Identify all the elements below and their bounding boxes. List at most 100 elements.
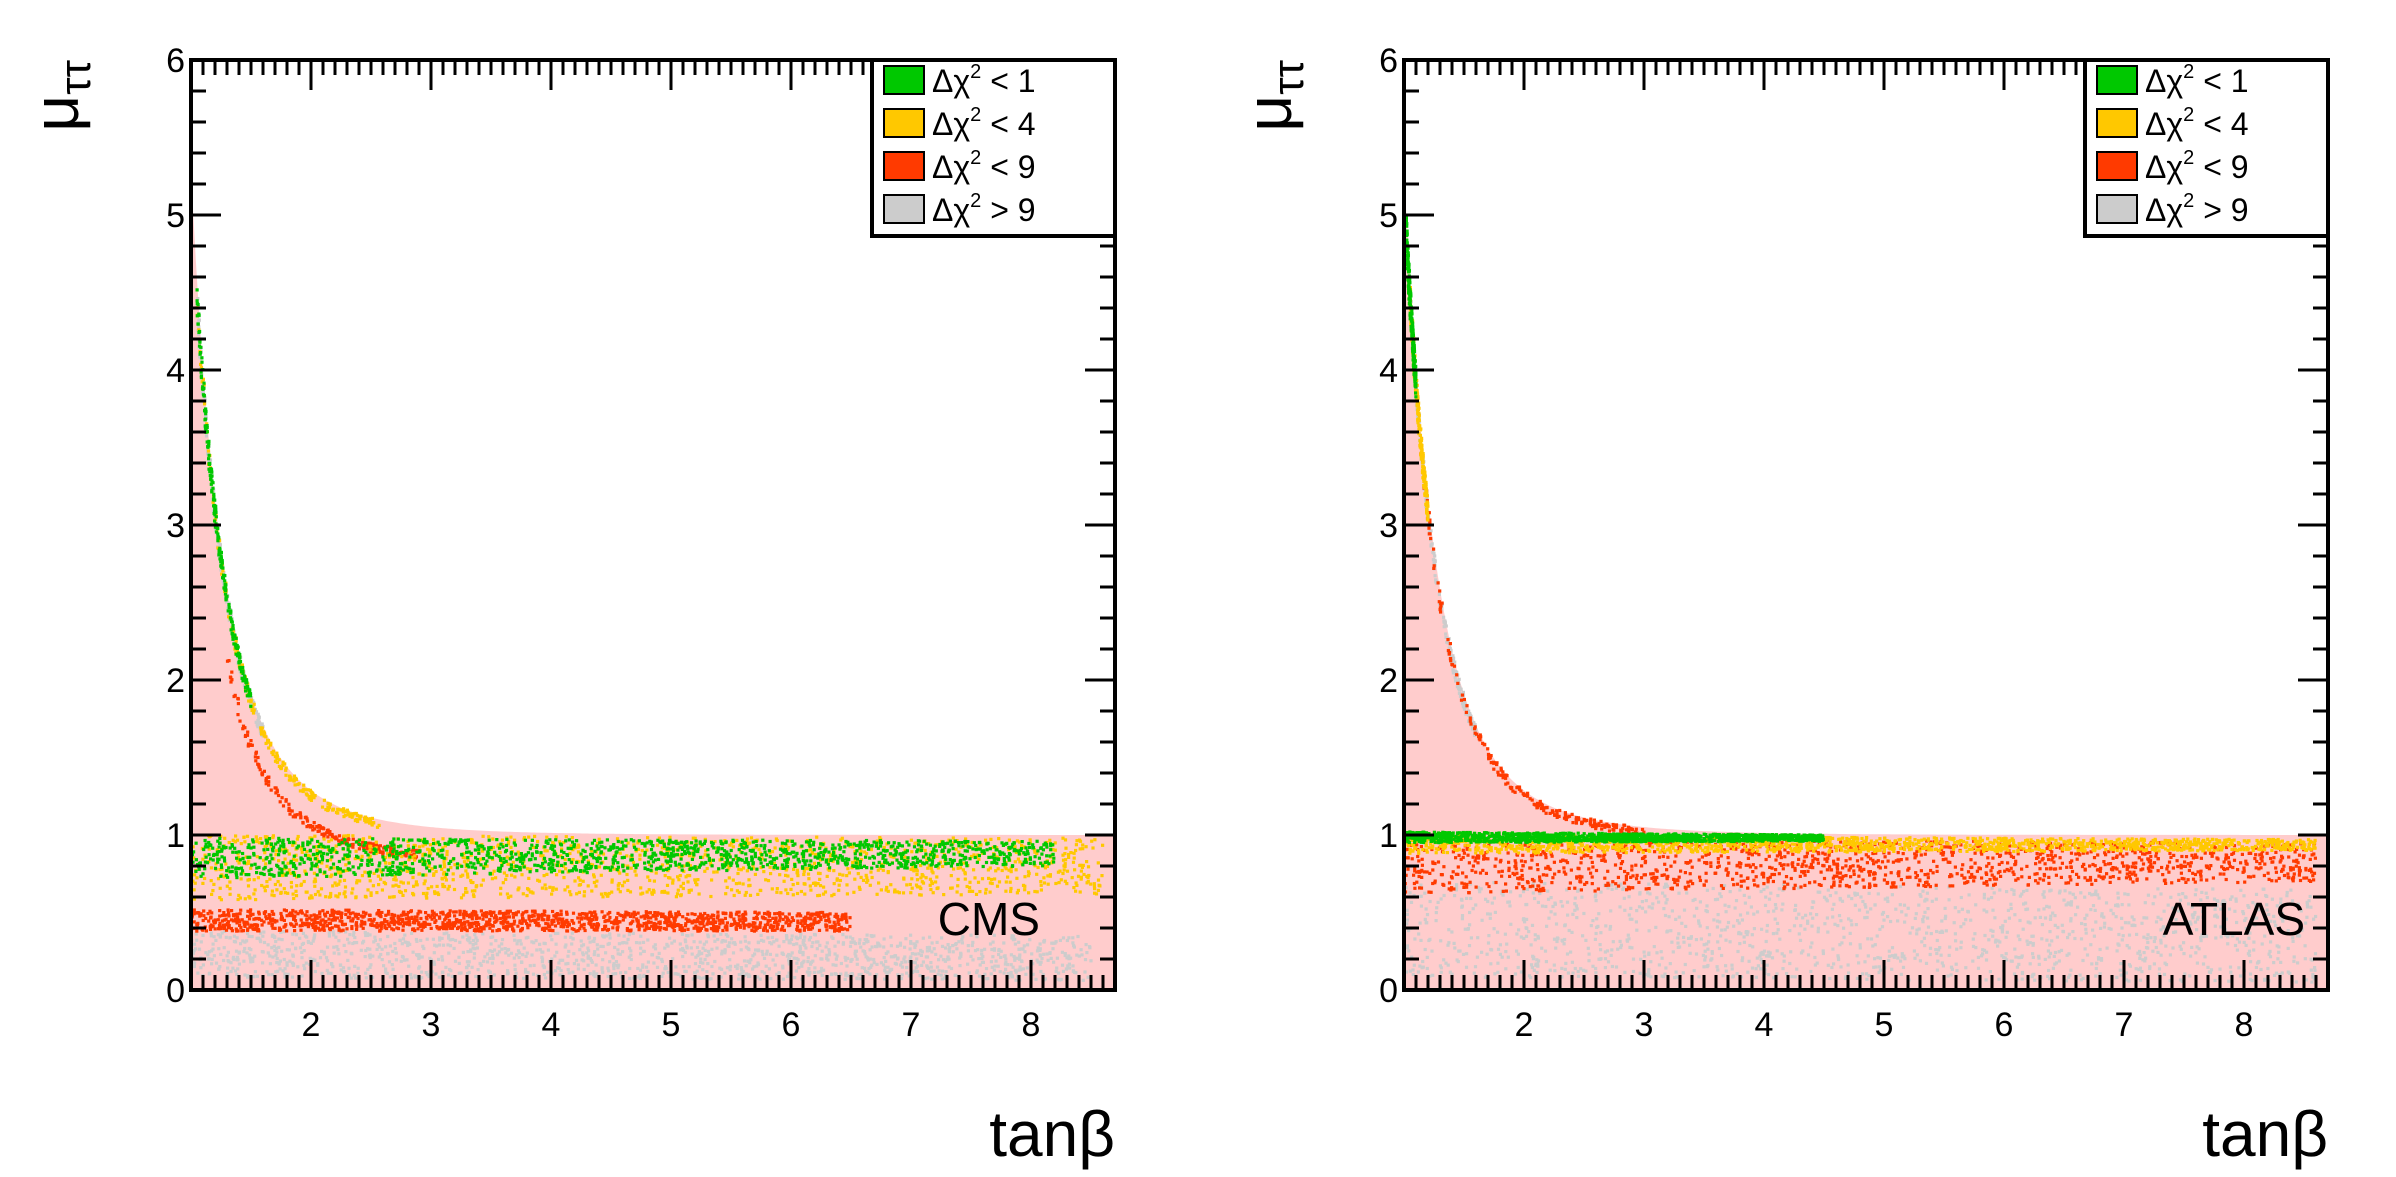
cms-scatter-point — [851, 937, 855, 941]
cms-scatter-point — [851, 860, 855, 864]
cms-scatter-point — [819, 845, 823, 849]
cms-scatter-point — [886, 889, 890, 893]
cms-scatter-point — [925, 946, 929, 950]
cms-scatter-point — [251, 959, 255, 963]
cms-scatter-point — [719, 975, 723, 979]
cms-scatter-point — [1090, 839, 1094, 843]
cms-scatter-point — [650, 892, 654, 896]
cms-scatter-point — [629, 949, 633, 953]
cms-scatter-point — [488, 912, 492, 916]
cms-scatter-point — [1043, 977, 1047, 981]
cms-scatter-point — [343, 855, 347, 859]
cms-scatter-point — [642, 973, 646, 977]
cms-scatter-point — [671, 878, 675, 882]
cms-scatter-point — [563, 857, 567, 862]
cms-scatter-point — [516, 924, 520, 928]
cms-scatter-point — [925, 858, 929, 862]
cms-scatter-point — [924, 852, 928, 856]
cms-scatter-point — [711, 928, 716, 932]
cms-scatter-point — [662, 889, 666, 893]
cms-scatter-point — [191, 845, 195, 849]
cms-scatter-point — [758, 923, 762, 927]
cms-scatter-point — [756, 940, 760, 944]
cms-scatter-point — [986, 868, 990, 872]
cms-scatter-point — [914, 966, 918, 970]
cms-scatter-point — [1015, 839, 1019, 843]
cms-scatter-point — [730, 888, 734, 892]
cms-scatter-point — [284, 768, 288, 772]
cms-scatter-point — [303, 869, 307, 873]
cms-scatter-points — [191, 168, 1115, 990]
cms-scatter-point — [1058, 938, 1062, 942]
cms-scatter-point — [747, 922, 751, 926]
cms-scatter-point — [677, 923, 681, 927]
cms-scatter-point — [316, 890, 320, 894]
cms-scatter-point — [478, 857, 482, 861]
cms-scatter-point — [233, 940, 238, 944]
cms-scatter-point — [1021, 947, 1025, 951]
cms-scatter-point — [581, 879, 585, 883]
cms-scatter-point — [482, 959, 486, 963]
cms-scatter-point — [849, 940, 853, 944]
cms-scatter-point — [308, 896, 312, 900]
cms-scatter-point — [364, 912, 368, 916]
cms-scatter-point — [1009, 889, 1013, 894]
cms-scatter-point — [380, 888, 384, 892]
cms-scatter-point — [313, 827, 317, 831]
cms-scatter-point — [658, 928, 662, 932]
cms-scatter-point — [685, 944, 689, 948]
cms-scatter-point — [886, 965, 890, 969]
cms-scatter-point — [931, 871, 935, 875]
cms-scatter-point — [432, 951, 436, 955]
cms-scatter-point — [576, 850, 581, 854]
cms-scatter-point — [592, 875, 596, 879]
cms-scatter-point — [572, 921, 576, 925]
cms-scatter-point — [334, 935, 338, 939]
cms-scatter-point — [680, 932, 684, 936]
cms-scatter-point — [490, 950, 494, 954]
cms-scatter-point — [719, 919, 723, 923]
cms-scatter-point — [413, 856, 417, 860]
cms-scatter-point — [363, 870, 367, 874]
cms-scatter-point — [243, 897, 247, 901]
cms-scatter-point — [312, 880, 316, 884]
cms-scatter-point — [717, 925, 721, 929]
cms-scatter-point — [876, 868, 880, 872]
cms-scatter-point — [844, 935, 848, 939]
cms-scatter-point — [625, 872, 629, 877]
cms-scatter-point — [199, 362, 203, 366]
cms-scatter-point — [1034, 977, 1038, 981]
cms-scatter-point — [539, 854, 543, 858]
cms-scatter-point — [641, 963, 645, 967]
cms-scatter-point — [310, 896, 314, 900]
cms-scatter-point — [448, 938, 452, 942]
cms-scatter-point — [541, 854, 545, 858]
cms-scatter-point — [1080, 953, 1084, 957]
cms-scatter-point — [864, 969, 868, 974]
cms-scatter-point — [292, 917, 296, 921]
cms-scatter-point — [785, 974, 790, 978]
cms-scatter-point — [289, 871, 293, 876]
cms-scatter-point — [827, 953, 831, 957]
cms-scatter-point — [875, 973, 879, 977]
cms-scatter-point — [812, 970, 816, 974]
cms-scatter-point — [274, 970, 278, 974]
cms-scatter-point — [848, 944, 853, 948]
cms-scatter-point — [324, 808, 328, 812]
cms-scatter-point — [527, 914, 531, 918]
cms-scatter-point — [734, 882, 738, 886]
cms-scatter-point — [549, 846, 553, 850]
cms-scatter-point — [283, 967, 287, 971]
cms-scatter-point — [291, 892, 295, 896]
cms-scatter-point — [606, 966, 610, 970]
cms-scatter-point — [713, 840, 717, 844]
cms-scatter-point — [457, 955, 461, 959]
cms-scatter-point — [742, 912, 746, 917]
cms-scatter-point — [618, 952, 622, 956]
cms-scatter-point — [866, 970, 870, 974]
cms-scatter-point — [1006, 875, 1010, 879]
cms-scatter-point — [348, 812, 352, 816]
cms-scatter-point — [628, 890, 633, 894]
cms-scatter-point — [462, 927, 466, 931]
